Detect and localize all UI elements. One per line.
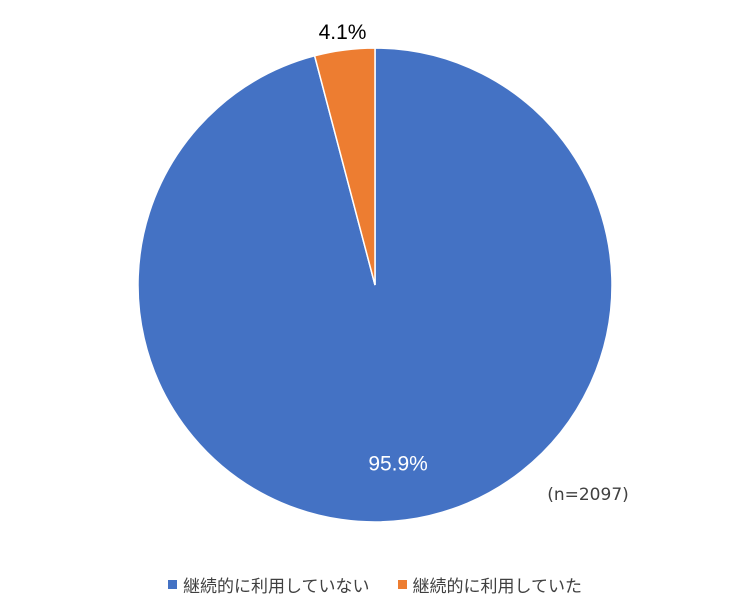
legend: 継続的に利用していない 継続的に利用していた [0,572,750,597]
legend-label-0: 継続的に利用していない [183,577,370,597]
pie-slices [137,47,613,523]
data-label-1: 4.1% [319,21,367,44]
legend-swatch-1 [397,580,407,589]
pie-slice-1 [313,47,376,286]
legend-item-1: 継続的に利用していた [397,572,583,597]
legend-item-0: 継続的に利用していない [168,572,370,597]
sample-size-note: (n=2097) [547,485,629,505]
pie-data-labels: 95.9% 4.1% [319,21,428,476]
legend-swatch-0 [168,580,177,589]
data-label-0: 95.9% [368,453,428,476]
legend-label-1: 継続的に利用していた [412,577,583,597]
